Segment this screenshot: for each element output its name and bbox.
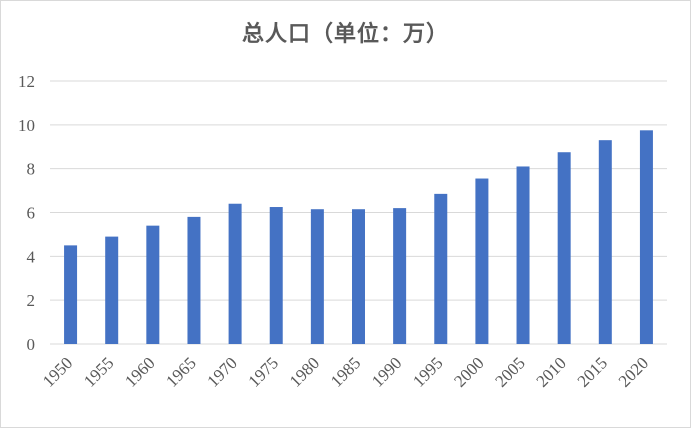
y-tick-label: 0: [27, 335, 36, 354]
bar: [393, 208, 407, 344]
bar: [557, 152, 571, 344]
x-tick-label: 2010: [533, 353, 570, 390]
x-tick-label: 1950: [39, 353, 76, 390]
bar: [310, 209, 324, 344]
x-tick-label: 1980: [286, 353, 323, 390]
x-tick-label: 2020: [615, 353, 652, 390]
bar: [64, 245, 78, 344]
x-tick-label: 2000: [450, 353, 487, 390]
x-tick-label: 1965: [162, 353, 199, 390]
bar: [475, 178, 489, 344]
bar: [228, 203, 242, 344]
bar: [269, 207, 283, 344]
y-tick-label: 8: [27, 160, 36, 179]
y-tick-label: 10: [18, 116, 35, 135]
y-tick-label: 12: [18, 72, 35, 91]
bar: [516, 166, 530, 344]
bar: [146, 225, 160, 344]
x-tick-label: 1985: [327, 353, 364, 390]
chart-title: 总人口（单位：万）: [241, 21, 449, 47]
x-tick-label: 1975: [245, 353, 282, 390]
bar: [105, 236, 119, 344]
x-tick-label: 2015: [574, 353, 611, 390]
x-tick-label: 1970: [203, 353, 240, 390]
x-tick-label: 1990: [368, 353, 405, 390]
x-tick-label: 1955: [80, 353, 117, 390]
bar: [639, 130, 653, 344]
bar: [434, 193, 448, 344]
x-tick-label: 1995: [409, 353, 446, 390]
x-tick-label: 1960: [121, 353, 158, 390]
y-tick-label: 2: [27, 291, 36, 310]
bar: [187, 216, 201, 344]
y-tick-label: 4: [27, 247, 36, 266]
y-tick-label: 6: [27, 204, 36, 223]
bar: [352, 209, 365, 344]
bar: [598, 140, 612, 344]
x-tick-label: 2005: [491, 353, 528, 390]
